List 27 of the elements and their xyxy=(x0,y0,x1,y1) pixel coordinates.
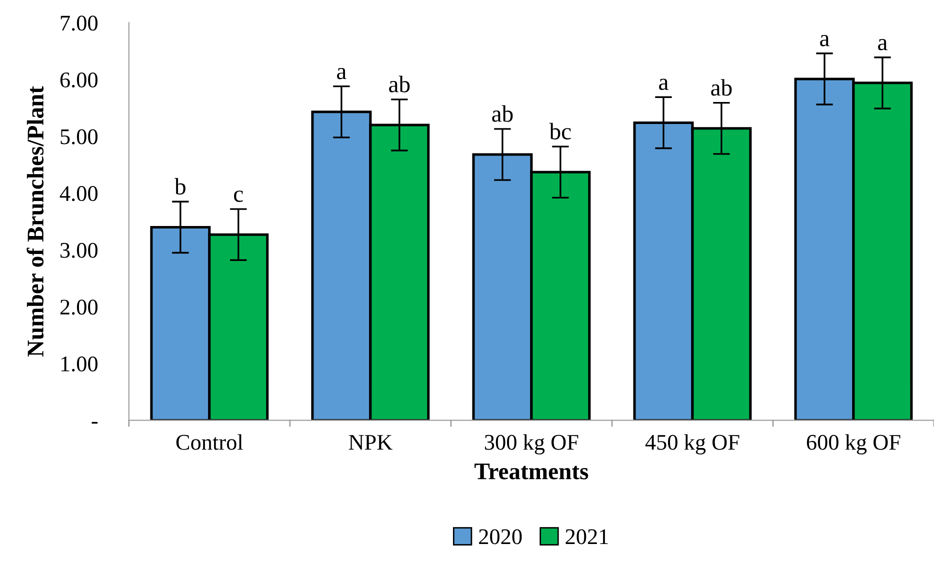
data-label: a xyxy=(659,78,668,90)
y-tick-label: 7.00 xyxy=(60,16,98,31)
data-label: c xyxy=(234,190,243,202)
y-axis-title: Number of Brunches/Plant xyxy=(26,86,44,357)
y-tick-label: 6.00 xyxy=(60,72,98,88)
legend-label: 2020 xyxy=(479,529,522,544)
data-label: ab xyxy=(389,76,410,92)
data-label: b xyxy=(174,178,186,195)
x-tick-label: 300 kg OF xyxy=(484,434,578,454)
x-tick-label: 450 kg OF xyxy=(645,434,740,454)
data-label: ab xyxy=(492,105,513,122)
y-tick-label: 1.00 xyxy=(61,356,98,372)
legend-label: 2021 xyxy=(566,529,608,544)
data-label: a xyxy=(878,38,888,50)
y-tick-label: 5.00 xyxy=(60,129,98,144)
x-axis-title: Treatments xyxy=(474,464,588,480)
x-tick-label: Control xyxy=(176,434,243,450)
data-label: a xyxy=(337,68,346,80)
y-tick-label: - xyxy=(92,422,98,424)
x-tick-label: 600 kg OF xyxy=(806,434,900,454)
data-label: a xyxy=(820,35,830,46)
data-label: bc xyxy=(549,122,571,140)
data-label: ab xyxy=(711,79,732,96)
y-tick-label: 3.00 xyxy=(60,242,98,258)
x-tick-label: NPK xyxy=(348,435,392,450)
y-tick-label: 2.00 xyxy=(60,300,98,315)
y-tick-label: 4.00 xyxy=(60,186,98,202)
